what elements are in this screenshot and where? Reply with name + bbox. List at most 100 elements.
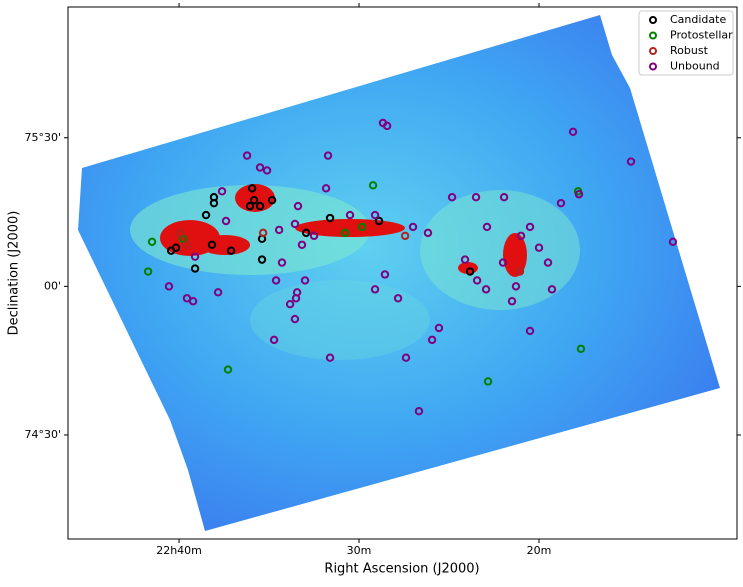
data-point <box>323 151 333 160</box>
data-point <box>465 267 475 276</box>
legend-marker <box>649 31 657 40</box>
data-point <box>525 326 535 336</box>
data-point <box>297 240 307 249</box>
data-point <box>242 151 252 160</box>
legend-marker <box>649 16 657 24</box>
legend-label: Unbound <box>670 60 720 73</box>
data-point <box>626 157 636 166</box>
data-point <box>400 231 410 241</box>
data-point <box>143 267 153 276</box>
data-point <box>370 285 380 294</box>
data-point <box>182 240 192 249</box>
data-point <box>226 246 236 255</box>
data-point <box>247 184 257 193</box>
data-point <box>393 294 403 303</box>
data-point <box>164 282 174 291</box>
plot-frame <box>67 6 738 540</box>
y-tick-label: 00' <box>44 279 61 292</box>
x-tick-label: 22h40m <box>156 544 202 557</box>
data-point <box>499 193 509 202</box>
data-point <box>357 222 367 232</box>
data-point <box>277 258 287 267</box>
data-point <box>525 222 535 232</box>
data-point <box>380 270 390 279</box>
data-point <box>568 127 578 137</box>
y-tick-label: 75°30' <box>24 131 61 144</box>
data-point <box>255 201 265 211</box>
legend-marker <box>649 62 657 71</box>
legend-marker <box>649 47 657 55</box>
data-point <box>171 243 181 252</box>
data-point <box>175 228 185 238</box>
legend: Candidate Protostellar Robust Unbound <box>638 10 734 76</box>
data-point <box>374 216 384 226</box>
data-point <box>482 222 492 232</box>
x-tick-label: 20m <box>527 544 552 557</box>
data-point <box>534 243 544 252</box>
data-point <box>507 297 517 306</box>
data-point <box>301 228 311 238</box>
data-point <box>434 323 444 333</box>
data-point <box>309 231 319 241</box>
data-point <box>340 228 350 238</box>
data-point <box>515 267 525 276</box>
data-point <box>258 228 268 238</box>
data-point <box>201 210 211 220</box>
data-point <box>188 297 198 306</box>
data-point <box>408 222 418 232</box>
data-point <box>321 184 331 193</box>
legend-label: Robust <box>670 44 709 57</box>
data-point <box>382 121 392 131</box>
legend-label: Candidate <box>670 13 726 26</box>
data-point <box>245 201 255 211</box>
data-point <box>483 377 493 386</box>
data-point <box>257 255 267 264</box>
y-tick-label: 74°30' <box>24 428 61 441</box>
data-point <box>207 240 217 249</box>
data-point <box>293 201 303 211</box>
data-point <box>447 193 457 202</box>
data-point <box>285 300 295 309</box>
data-point <box>556 198 566 208</box>
data-point <box>209 198 219 208</box>
data-point <box>249 195 259 205</box>
data-point <box>221 216 231 226</box>
data-point <box>368 181 378 190</box>
data-point <box>401 353 411 362</box>
data-point <box>271 276 281 285</box>
data-point <box>668 237 678 246</box>
data-point <box>300 276 310 285</box>
data-point <box>471 193 481 202</box>
y-axis-label: Declination (J2000) <box>7 211 22 336</box>
data-point <box>325 213 335 223</box>
data-point <box>190 264 200 273</box>
data-point <box>472 276 482 285</box>
data-point <box>511 282 521 291</box>
data-point <box>223 365 233 374</box>
data-point <box>290 314 300 324</box>
data-point <box>576 344 586 353</box>
data-point <box>190 252 200 261</box>
data-point <box>345 210 355 220</box>
x-axis-label: Right Ascension (J2000) <box>324 562 479 577</box>
data-point <box>147 237 157 246</box>
data-point <box>574 190 584 199</box>
data-point <box>291 294 301 303</box>
data-point <box>217 187 227 196</box>
data-point <box>370 210 380 220</box>
data-point <box>498 258 508 267</box>
data-point <box>423 228 433 238</box>
data-point <box>460 255 470 264</box>
data-point <box>325 353 335 362</box>
data-point <box>213 288 223 297</box>
data-point <box>255 163 265 172</box>
data-point <box>516 231 526 241</box>
data-point <box>267 195 277 205</box>
x-tick-label: 30m <box>347 544 372 557</box>
data-point <box>414 407 424 416</box>
data-point <box>274 225 284 235</box>
map-image <box>78 15 720 531</box>
data-point <box>290 219 300 229</box>
data-point <box>481 285 491 294</box>
